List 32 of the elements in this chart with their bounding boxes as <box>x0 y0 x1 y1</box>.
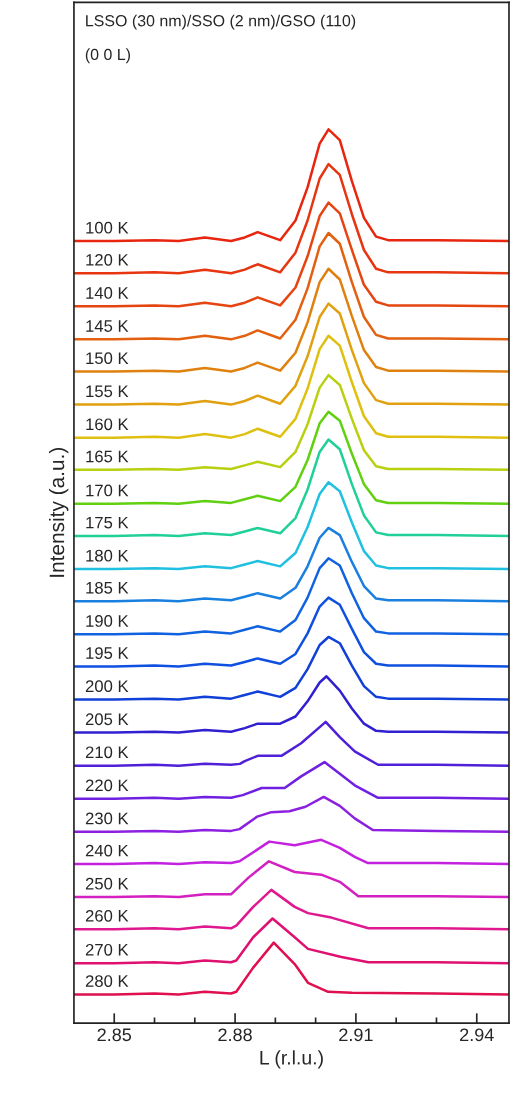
series-label: 155 K <box>86 385 129 398</box>
series-label: 190 K <box>86 615 129 627</box>
series-label: 260 K <box>85 909 129 922</box>
y-axis-title: Intensity (a.u.) <box>48 448 69 577</box>
series-label: 180 K <box>86 549 129 562</box>
series-label: 210 K <box>85 746 129 759</box>
series-label: 170 K <box>86 484 129 497</box>
series-label: 120 K <box>86 253 129 266</box>
x-tick-label: 2.94 <box>460 1028 494 1042</box>
series-label: 140 K <box>86 287 129 299</box>
chart-title: LSSO (30 nm)/SSO (2 nm)/GSO (110) <box>86 14 356 30</box>
series-label: 175 K <box>86 516 129 529</box>
series-label: 220 K <box>85 779 129 792</box>
series-label: 150 K <box>86 352 129 365</box>
series-label: 250 K <box>85 877 129 890</box>
x-tick-label: 2.88 <box>218 1028 252 1042</box>
series-label: 270 K <box>85 943 129 956</box>
series-label: 200 K <box>85 680 129 693</box>
x-tick-label: 2.91 <box>339 1028 373 1042</box>
series-label: 100 K <box>86 221 129 234</box>
x-axis-title: L (r.l.u.) <box>260 1050 323 1069</box>
series-label: 280 K <box>85 975 129 987</box>
series-label: 145 K <box>86 320 129 332</box>
series-label: 230 K <box>85 812 129 825</box>
series-label: 240 K <box>85 844 129 857</box>
series-label: 185 K <box>86 581 129 594</box>
x-tick-label: 2.85 <box>97 1028 132 1042</box>
series-label: 195 K <box>86 647 129 659</box>
series-label: 160 K <box>86 418 129 431</box>
series-label: 205 K <box>85 713 129 726</box>
chart-subtitle: (0 0 L) <box>85 48 130 64</box>
series-label: 165 K <box>86 450 129 463</box>
